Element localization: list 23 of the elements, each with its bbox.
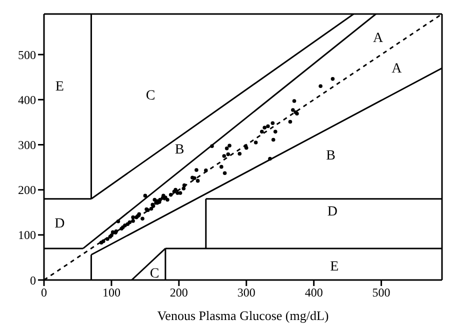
annotation: B (326, 148, 336, 164)
annotation: D (327, 204, 338, 220)
annotation: C (150, 266, 160, 282)
annotation: C (146, 88, 156, 104)
annotation: E (55, 80, 64, 95)
annotation: A (373, 30, 384, 46)
x-axis-title: Venous Plasma Glucose (mg/dL) (157, 308, 329, 323)
annotation: E (330, 259, 339, 274)
y-tick-label: 200 (18, 183, 36, 198)
y-tick-label: 400 (18, 92, 36, 107)
y-tick-label: 100 (18, 228, 36, 242)
x-tick-label: 0 (41, 286, 47, 300)
x-tick-label: 500 (372, 286, 390, 300)
annotation: D (54, 216, 65, 232)
y-tick-label: 0 (30, 273, 36, 288)
x-tick-label: 400 (304, 286, 323, 300)
y-tick-label: 300 (18, 138, 36, 152)
annotation: A (392, 61, 403, 76)
y-tick-label: 500 (18, 48, 36, 62)
annotation: B (174, 142, 184, 158)
x-tick-label: 200 (170, 286, 188, 300)
x-tick-label: 300 (237, 286, 256, 300)
x-tick-label: 100 (102, 286, 120, 300)
